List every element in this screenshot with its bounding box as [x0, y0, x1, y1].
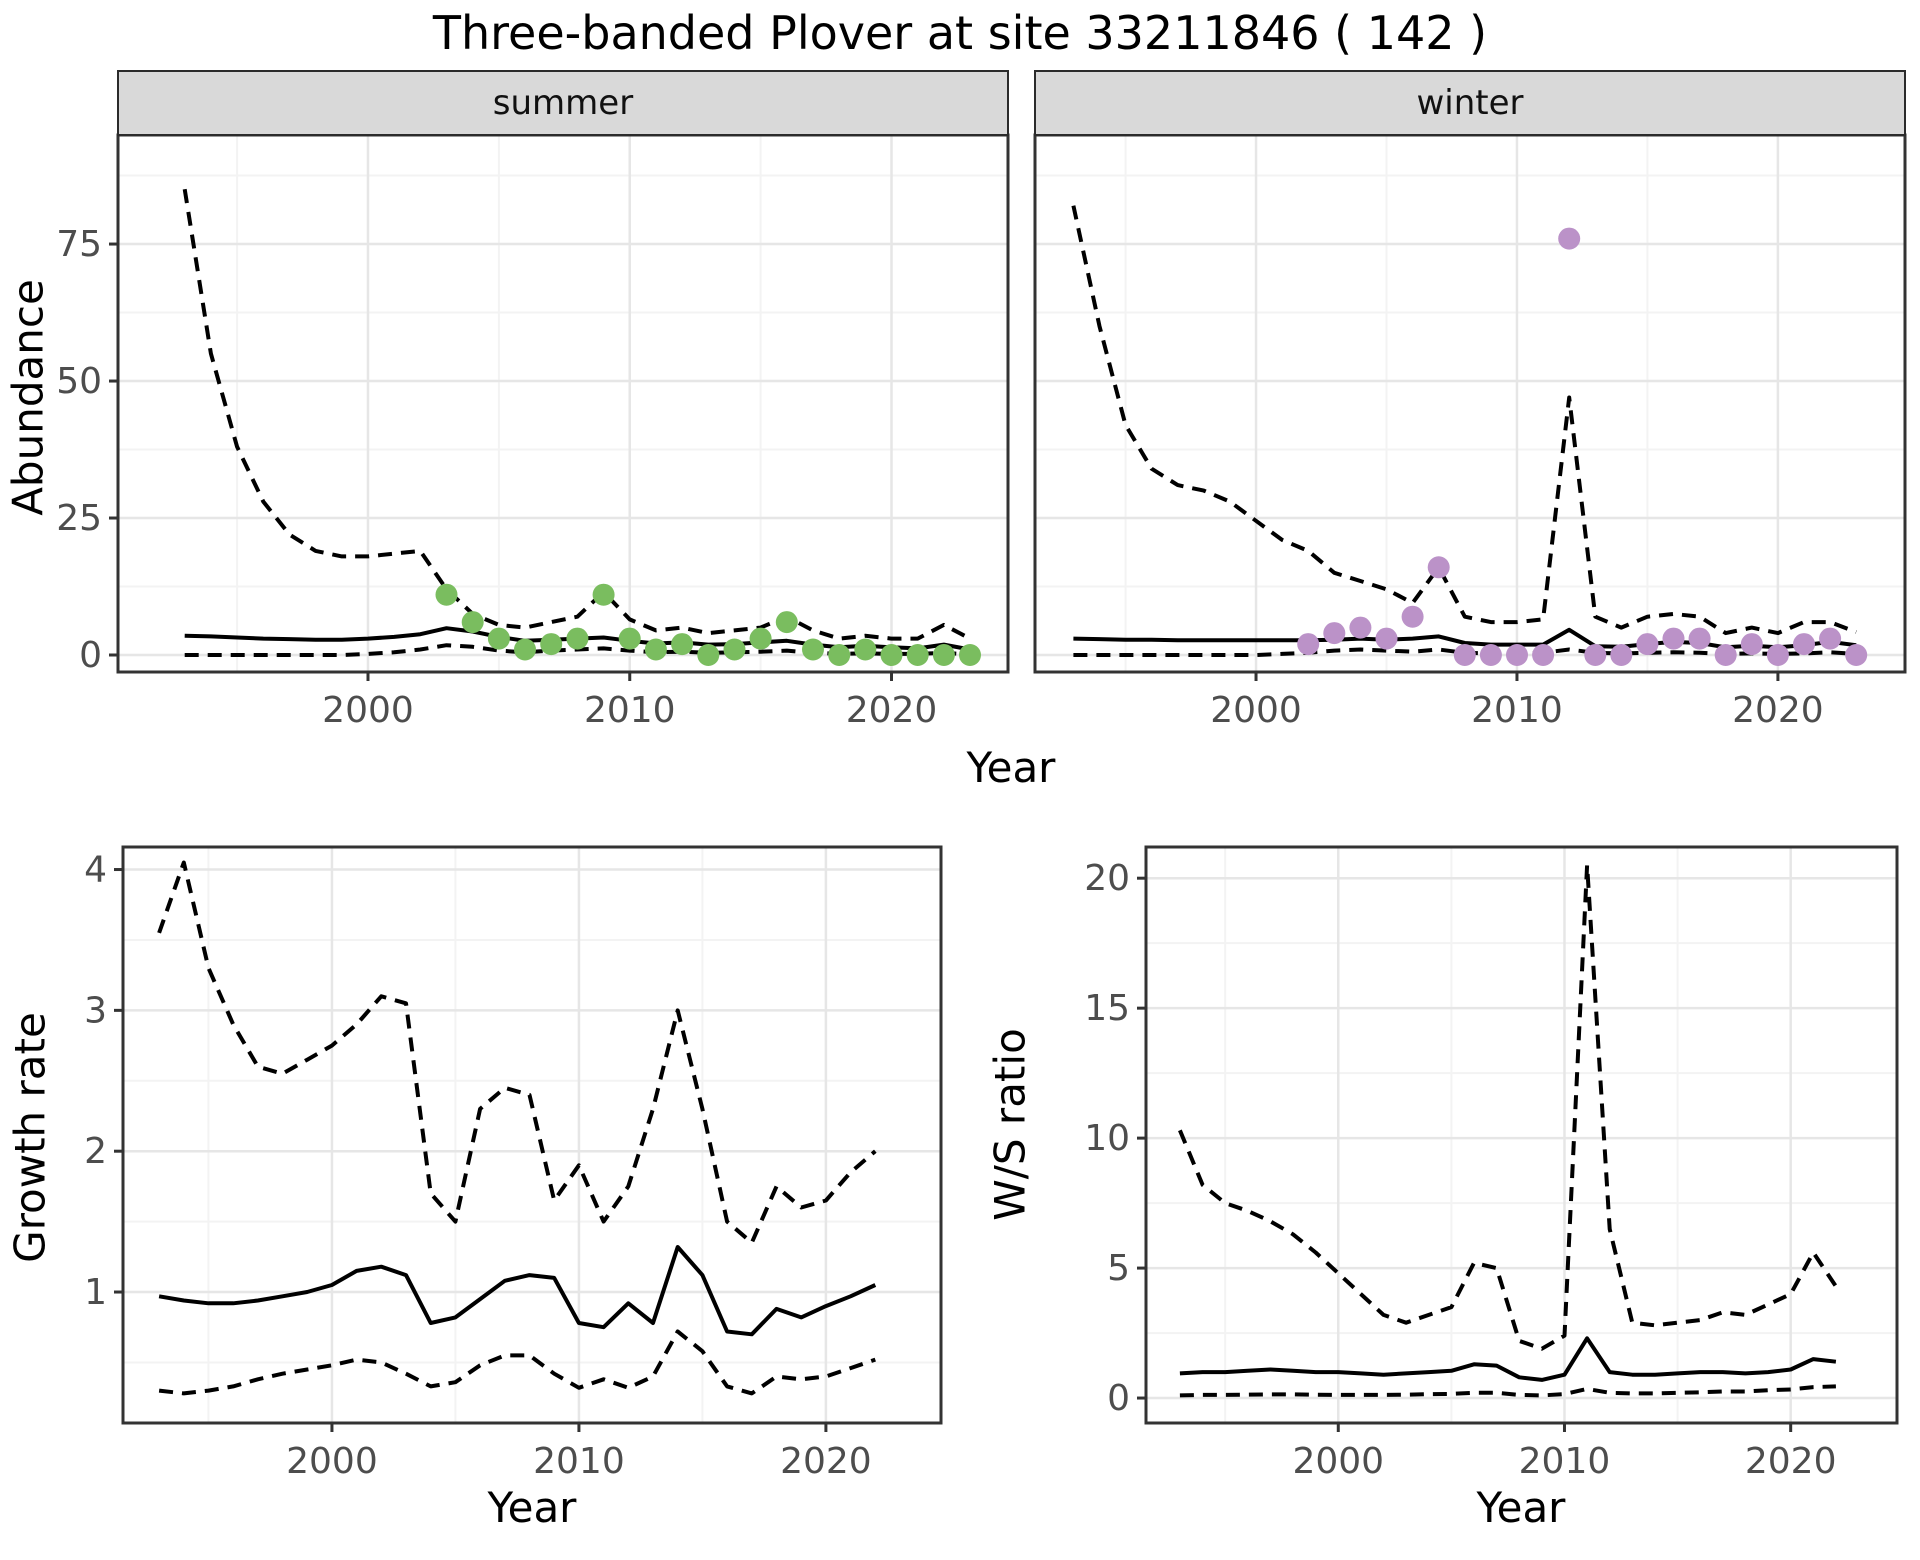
data-point: [487, 627, 510, 650]
data-point: [1506, 644, 1528, 666]
data-point: [566, 627, 589, 650]
facet-strip-summer: summer: [117, 70, 1009, 136]
x-tick-label: 2020: [1732, 690, 1824, 731]
data-point: [1688, 627, 1711, 650]
data-point: [1479, 644, 1502, 666]
x-axis-title-year-top: Year: [966, 743, 1056, 792]
data-point: [461, 611, 484, 634]
data-point: [1349, 616, 1372, 639]
data-point: [1819, 627, 1842, 650]
x-tick-label: 2010: [1519, 1441, 1611, 1482]
y-axis-title-ws-ratio: W/S ratio: [985, 1028, 1035, 1221]
x-tick-label: 2000: [286, 1441, 378, 1482]
x-tick-label: 2010: [584, 690, 676, 731]
data-point: [1714, 644, 1737, 666]
x-axis-title-year-bottom-right: Year: [1476, 1483, 1566, 1532]
data-point: [1323, 622, 1346, 645]
panel-border: [1033, 133, 1907, 674]
x-tick-label: 2020: [780, 1441, 872, 1482]
y-tick-label: 2: [84, 1131, 107, 1172]
data-point: [697, 644, 720, 666]
data-point: [723, 638, 746, 661]
series-line-lower_ci: [158, 1329, 876, 1396]
x-tick-label: 2020: [846, 690, 938, 731]
x-axis-title-year-bottom-left: Year: [487, 1483, 577, 1532]
data-point: [671, 633, 694, 656]
y-tick-label: 15: [1084, 988, 1130, 1029]
data-point: [880, 644, 903, 666]
data-point: [592, 583, 615, 606]
y-tick-label: 4: [84, 850, 107, 891]
data-point: [959, 644, 981, 666]
x-tick-label: 2000: [1292, 1441, 1384, 1482]
facet-strip-summer-label: summer: [492, 83, 634, 123]
y-tick-label: 10: [1084, 1118, 1130, 1159]
y-tick-label: 50: [56, 361, 102, 402]
series-line-upper_ci: [1178, 863, 1838, 1351]
y-tick-label: 3: [84, 990, 107, 1031]
y-tick-label: 0: [1107, 1378, 1130, 1419]
panel-border: [1144, 845, 1899, 1425]
data-point: [1740, 633, 1763, 656]
x-tick-label: 2000: [322, 690, 414, 731]
series-line-lower_ci: [1179, 1384, 1836, 1398]
data-point: [1766, 644, 1789, 666]
data-point: [749, 627, 772, 650]
y-axis-title-abundance: Abundance: [3, 279, 53, 516]
panel-border: [121, 845, 943, 1425]
data-point: [1662, 627, 1685, 650]
data-point: [1532, 644, 1555, 666]
x-tick-label: 2010: [1471, 690, 1563, 731]
data-point: [435, 583, 458, 606]
data-point: [906, 644, 929, 666]
data-point: [828, 644, 851, 666]
series-line-upper_ci: [182, 188, 971, 641]
data-point: [802, 638, 824, 661]
data-point: [514, 638, 536, 661]
data-point: [1427, 556, 1450, 579]
data-point: [932, 644, 955, 666]
data-point: [618, 627, 641, 650]
data-point: [1558, 227, 1581, 250]
data-point: [854, 638, 877, 661]
data-point: [540, 633, 563, 656]
series-line-median: [158, 1245, 877, 1337]
y-tick-label: 25: [56, 498, 102, 539]
data-point: [1610, 644, 1633, 666]
data-point: [1845, 644, 1868, 666]
data-point: [1297, 633, 1320, 656]
y-tick-label: 75: [56, 224, 102, 265]
panel-border: [116, 133, 1010, 674]
series-line-median: [1179, 1336, 1837, 1382]
data-point: [775, 611, 798, 634]
data-point: [644, 638, 667, 661]
y-tick-label: 5: [1107, 1248, 1130, 1289]
data-point: [1636, 633, 1659, 656]
series-line-upper_ci: [1071, 205, 1857, 636]
y-tick-label: 0: [79, 635, 102, 676]
data-point: [1793, 633, 1815, 656]
series-line-upper_ci: [157, 860, 877, 1245]
y-axis-title-growth-rate: Growth rate: [5, 1012, 55, 1263]
y-tick-label: 20: [1084, 858, 1130, 899]
data-point: [1401, 605, 1424, 628]
y-tick-label: 1: [84, 1272, 107, 1313]
chart-title: Three-banded Plover at site 33211846 ( 1…: [432, 6, 1488, 60]
facet-strip-winter-label: winter: [1416, 83, 1524, 123]
x-tick-label: 2010: [533, 1441, 625, 1482]
data-point: [1375, 627, 1398, 650]
x-tick-label: 2000: [1210, 690, 1302, 731]
data-point: [1584, 644, 1607, 666]
facet-strip-winter: winter: [1034, 70, 1906, 136]
data-point: [1453, 644, 1476, 666]
x-tick-label: 2020: [1745, 1441, 1837, 1482]
